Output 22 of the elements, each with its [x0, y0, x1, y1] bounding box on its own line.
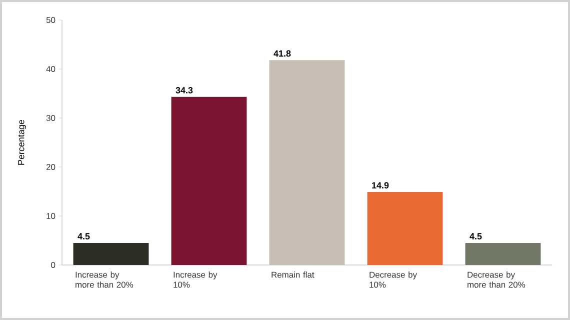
x-tick-label: Increase by more than 20%: [76, 272, 134, 288]
y-tick-label: 40: [46, 66, 56, 72]
data-label: 4.5: [470, 233, 482, 240]
y-tick-label: 30: [46, 115, 56, 121]
bar: [465, 242, 541, 265]
bar: [171, 96, 247, 265]
data-label: 14.9: [372, 182, 389, 188]
data-label: 41.8: [274, 50, 291, 57]
y-tick-label: 10: [46, 213, 56, 219]
data-label: 34.3: [176, 87, 193, 94]
bar: [367, 192, 443, 265]
x-tick-label: Increase by 10%: [174, 272, 218, 288]
x-tick-label: Decrease by more than 20%: [468, 272, 526, 288]
y-tick-label: 50: [46, 17, 56, 23]
data-label: 4.5: [78, 233, 90, 240]
x-tick-label: Decrease by 10%: [370, 272, 417, 288]
bar: [269, 60, 345, 265]
x-tick-label: Remain flat: [272, 272, 314, 278]
y-tick-label: 0: [51, 262, 56, 268]
bar: [73, 242, 149, 265]
y-axis-title: Percentage: [18, 120, 26, 165]
y-tick-label: 20: [46, 164, 56, 170]
